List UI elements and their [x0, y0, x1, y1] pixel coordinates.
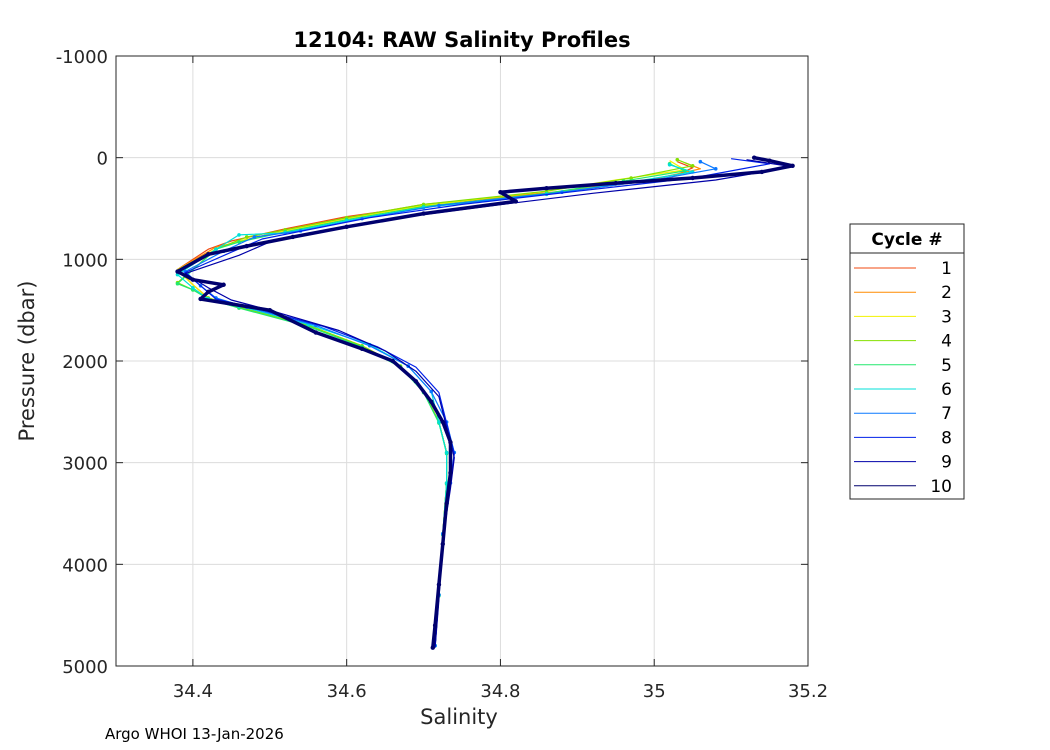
y-tick-label: 3000 — [62, 454, 108, 475]
data-point-cycle-10 — [390, 358, 395, 364]
data-point-cycle-10 — [190, 277, 196, 282]
data-point-cycle-10 — [344, 224, 349, 229]
data-point-cycle-10 — [413, 379, 419, 384]
data-point-cycle-6 — [237, 233, 241, 237]
data-point-cycle-5 — [175, 281, 180, 286]
data-point-cycle-10 — [613, 180, 618, 186]
data-point-cycle-10 — [690, 175, 695, 181]
y-axis-title: Pressure (dbar) — [15, 281, 39, 442]
data-point-cycle-6 — [214, 247, 218, 251]
legend-label-cycle-10: 10 — [930, 477, 952, 497]
data-point-cycle-10 — [221, 282, 226, 287]
data-point-cycle-5 — [237, 240, 241, 244]
tick-labels: 34.4 34.6 34.8 35 35.2 -1000 0 1000 2000 3000 4000… — [56, 47, 828, 702]
y-tick-label: 2000 — [62, 352, 108, 373]
y-tick-label: 1000 — [62, 250, 108, 271]
footer-credit: Argo WHOI 13-Jan-2026 — [105, 725, 284, 743]
data-point-cycle-6 — [667, 162, 672, 167]
data-point-cycle-10 — [359, 346, 365, 351]
x-tick-label: 35.2 — [788, 681, 828, 702]
legend-label-cycle-3: 3 — [941, 307, 952, 327]
x-axis-title: Salinity — [420, 705, 498, 729]
data-point-cycle-6 — [437, 420, 441, 424]
x-tick-label: 34.4 — [173, 681, 213, 702]
data-point-cycle-10 — [421, 211, 426, 216]
legend-label-cycle-4: 4 — [941, 332, 952, 352]
data-point-cycle-4 — [244, 235, 249, 239]
data-point-cycle-10 — [244, 243, 249, 249]
data-point-cycle-10 — [313, 330, 319, 335]
data-point-cycle-10 — [206, 289, 211, 295]
series-line-cycle-9 — [184, 159, 794, 648]
data-point-cycle-10 — [790, 163, 795, 168]
y-tick-label: -1000 — [56, 47, 108, 68]
data-point-cycle-6 — [444, 450, 449, 455]
x-tick-label: 35 — [643, 681, 666, 702]
data-point-cycle-7 — [713, 167, 718, 171]
legend-label-cycle-2: 2 — [941, 283, 952, 303]
chart-title: 12104: RAW Salinity Profiles — [293, 28, 630, 52]
data-point-cycle-6 — [191, 286, 195, 290]
data-point-cycle-7 — [437, 203, 441, 208]
data-point-cycle-10 — [198, 296, 203, 302]
legend-box — [849, 223, 965, 500]
legend: Cycle # 1 2 3 4 5 6 7 8 9 10 — [849, 223, 965, 500]
y-tick-label: 0 — [97, 149, 108, 170]
legend-label-cycle-8: 8 — [941, 428, 952, 448]
data-point-cycle-10 — [267, 307, 272, 313]
data-point-cycle-10 — [290, 234, 296, 240]
data-point-cycle-10 — [175, 269, 180, 274]
data-point-cycle-10 — [444, 501, 449, 506]
data-point-cycle-10 — [448, 470, 453, 476]
legend-label-cycle-5: 5 — [941, 356, 952, 376]
data-point-cycle-10 — [432, 623, 438, 628]
data-point-cycle-10 — [544, 185, 549, 191]
data-point-cycle-10 — [430, 645, 435, 650]
data-point-cycle-10 — [448, 440, 453, 445]
y-tick-label: 5000 — [62, 657, 108, 678]
data-point-cycle-10 — [498, 190, 503, 195]
data-point-cycle-10 — [440, 541, 445, 547]
data-point-cycle-4 — [629, 176, 633, 180]
data-point-cycle-7 — [698, 159, 703, 164]
data-point-cycle-10 — [767, 158, 772, 163]
legend-entries: 1 2 3 4 5 6 7 8 9 10 — [854, 259, 952, 497]
data-point-cycle-10 — [759, 169, 765, 175]
x-tick-label: 34.6 — [327, 681, 367, 702]
data-point-cycle-10 — [513, 199, 519, 204]
legend-label-cycle-7: 7 — [941, 404, 952, 424]
data-point-cycle-4 — [690, 164, 695, 168]
data-point-cycle-10 — [440, 419, 445, 425]
data-point-cycle-7 — [252, 235, 257, 239]
y-tick-label: 4000 — [62, 555, 108, 576]
data-point-cycle-10 — [436, 582, 442, 587]
legend-label-cycle-6: 6 — [941, 380, 952, 400]
series-layer — [175, 155, 795, 650]
tick-marks — [116, 55, 809, 667]
legend-label-cycle-1: 1 — [941, 259, 952, 279]
data-point-cycle-7 — [429, 389, 434, 394]
legend-title: Cycle # — [871, 230, 942, 250]
x-tick-label: 34.8 — [480, 681, 520, 702]
legend-label-cycle-9: 9 — [941, 453, 952, 473]
data-point-cycle-4 — [675, 157, 680, 162]
data-point-cycle-10 — [206, 252, 211, 257]
data-point-cycle-10 — [751, 155, 757, 160]
data-point-cycle-10 — [429, 399, 434, 404]
